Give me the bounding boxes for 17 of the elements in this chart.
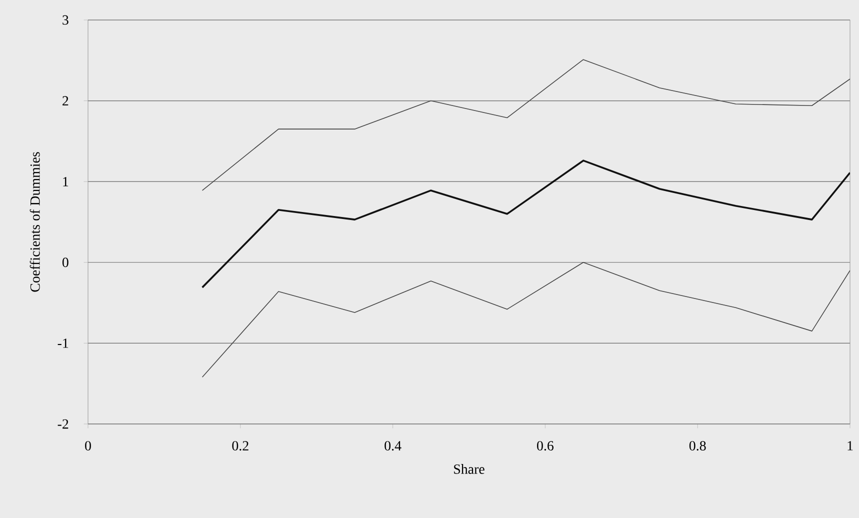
line-series <box>202 262 850 378</box>
y-tick-label: 0 <box>62 258 68 268</box>
line-series <box>201 160 850 288</box>
y-axis-title: Coefficients of Dummies <box>30 152 40 292</box>
line-series <box>202 59 850 191</box>
y-tick-label: -2 <box>58 419 68 429</box>
x-tick-label: 0 <box>85 441 91 450</box>
y-tick-label: -1 <box>58 338 68 348</box>
x-tick-label: 0.2 <box>232 441 248 451</box>
x-axis-title: Share <box>454 464 484 474</box>
y-tick-label: 3 <box>62 15 68 25</box>
y-tick-label: 2 <box>62 96 68 106</box>
y-tick-label: 1 <box>63 176 68 186</box>
x-tick-label: 1 <box>848 441 853 450</box>
x-tick-label: 0.8 <box>689 441 706 451</box>
x-tick-label: 0.6 <box>537 441 554 451</box>
x-tick-label: 0.4 <box>384 441 402 451</box>
